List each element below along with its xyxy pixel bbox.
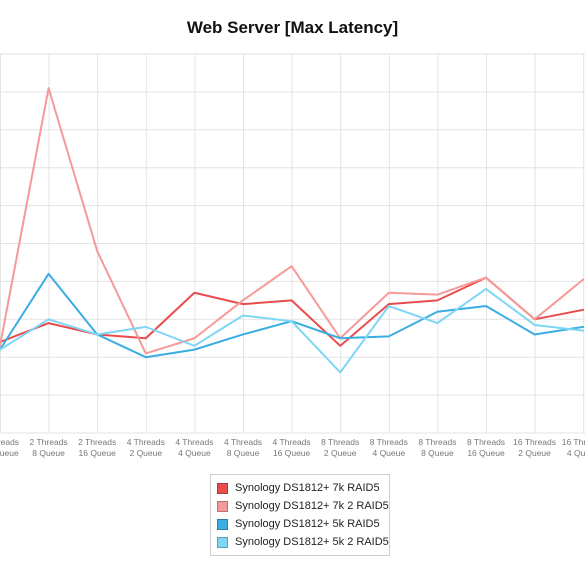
- x-tick-label: 8 Threads 4 Queue: [370, 437, 408, 458]
- series-line-4: [0, 287, 585, 374]
- x-tick-label: 4 Threads 4 Queue: [175, 437, 213, 458]
- x-tick-label: 8 Threads 8 Queue: [418, 437, 456, 458]
- legend-label: Synology DS1812+ 7k 2 RAID5: [235, 500, 389, 512]
- chart-legend: Synology DS1812+ 7k RAID5 Synology DS1812…: [210, 474, 390, 556]
- chart-series-layer: [0, 87, 585, 374]
- x-tick-label: 2 Threads 16 Queue: [78, 437, 116, 458]
- legend-label: Synology DS1812+ 5k RAID5: [235, 518, 380, 530]
- chart-title: Web Server [Max Latency]: [186, 18, 399, 37]
- legend-swatch: [217, 518, 228, 530]
- x-tick-label: 8 Threads 16 Queue: [467, 437, 505, 458]
- x-tick-label: 16 Threads 2 Queue: [513, 437, 556, 458]
- x-tick-label: 4 Threads 8 Queue: [224, 437, 262, 458]
- legend-swatch: [217, 482, 228, 494]
- series-line-2: [0, 87, 585, 355]
- x-tick-label: 4 Threads 16 Queue: [273, 437, 311, 458]
- x-tick-label: 4 Threads 2 Queue: [127, 437, 165, 458]
- legend-item: Synology DS1812+ 5k 2 RAID5: [217, 533, 389, 551]
- legend-item: Synology DS1812+ 7k 2 RAID5: [217, 497, 389, 515]
- legend-item: Synology DS1812+ 7k RAID5: [217, 479, 389, 497]
- chart-grid: [0, 53, 585, 434]
- legend-item: Synology DS1812+ 5k RAID5: [217, 515, 389, 533]
- x-tick-label: 2 Threads 8 Queue: [30, 437, 68, 458]
- legend-label: Synology DS1812+ 7k RAID5: [235, 482, 380, 494]
- x-tick-label: 8 Threads 2 Queue: [321, 437, 359, 458]
- legend-swatch: [217, 536, 228, 548]
- legend-label: Synology DS1812+ 5k 2 RAID5: [235, 536, 389, 548]
- legend-swatch: [217, 500, 228, 512]
